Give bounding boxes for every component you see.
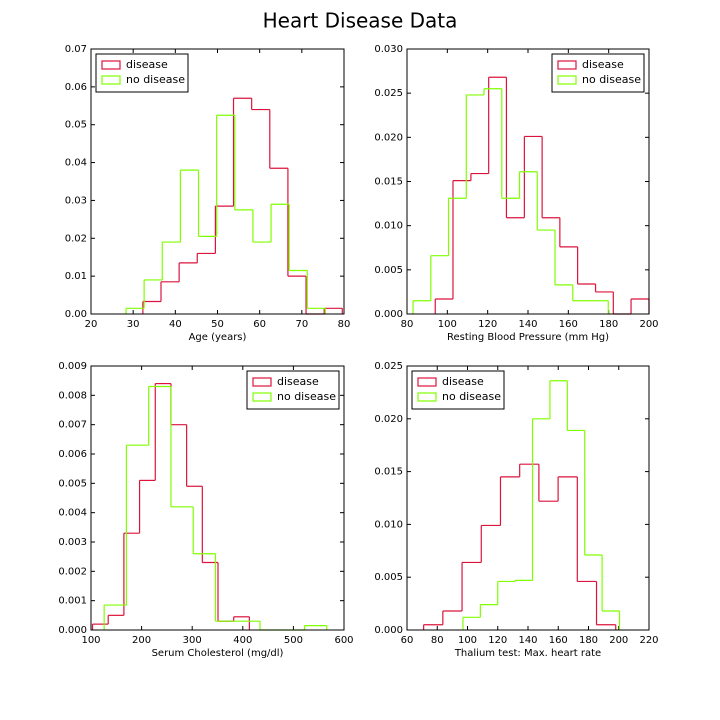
figure-title: Heart Disease Data [263,9,458,33]
y-tick-label: 0.006 [58,449,87,460]
x-tick-label: 30 [127,319,140,330]
y-tick-label: 0.003 [58,537,87,548]
plot-frame [90,48,345,315]
y-tick-label: 0.025 [374,88,403,99]
y-tick-label: 0.030 [374,44,403,55]
x-tick-label: 140 [518,319,537,330]
y-tick-label: 0.000 [58,625,87,636]
x-tick-label: 220 [639,635,658,646]
x-tick-label: 120 [488,635,507,646]
y-tick-label: 0.06 [65,82,87,93]
y-tick-label: 0.005 [58,478,87,489]
legend-swatch [417,377,437,387]
y-tick-label: 0.00 [65,309,87,320]
subplot: 100 200 300 400 500 600 0.000 0.001 0.002 0.003 0.… [58,361,353,659]
x-axis-label: Age (years) [189,332,247,343]
legend-swatch [417,392,437,402]
legend-label: no disease [582,73,641,86]
x-tick-label: 80 [338,319,351,330]
y-tick-label: 0.020 [374,414,403,425]
x-tick-label: 300 [183,635,202,646]
x-tick-label: 100 [458,635,477,646]
x-tick-label: 50 [211,319,224,330]
y-tick-label: 0.010 [374,519,403,530]
x-tick-label: 180 [579,635,598,646]
legend-swatch [557,60,577,70]
legend-label: no disease [277,390,336,403]
y-tick-label: 0.001 [58,596,87,607]
y-tick-label: 0.015 [374,467,403,478]
x-tick-label: 40 [169,319,182,330]
x-tick-label: 160 [559,319,578,330]
legend-label: disease [277,375,319,388]
legend-swatch [252,377,272,387]
legend-swatch [252,392,272,402]
x-tick-label: 70 [295,319,308,330]
legend-box [95,53,189,93]
x-tick-label: 160 [549,635,568,646]
plot-frame [90,365,345,631]
legend-box [551,53,645,93]
legend-label: no disease [442,390,501,403]
plot-frame [406,48,650,315]
legend-label: disease [582,58,624,71]
y-tick-label: 0.010 [374,221,403,232]
y-tick-label: 0.000 [374,309,403,320]
y-tick-label: 0.009 [58,361,87,372]
legend-label: disease [442,375,484,388]
x-tick-label: 120 [478,319,497,330]
x-tick-label: 80 [401,319,414,330]
legend-swatch [557,75,577,85]
y-tick-label: 0.02 [65,233,87,244]
legend-label: disease [126,58,168,71]
x-tick-label: 500 [284,635,303,646]
x-tick-label: 200 [609,635,628,646]
y-tick-label: 0.000 [374,625,403,636]
y-tick-label: 0.004 [58,508,87,519]
x-tick-label: 140 [518,635,537,646]
subplot: 80 100 120 140 160 180 200 0.000 0.005 0.010 0.015… [374,44,658,343]
y-tick-label: 0.020 [374,132,403,143]
y-tick-label: 0.03 [65,195,87,206]
x-tick-label: 200 [639,319,658,330]
x-tick-label: 600 [334,635,353,646]
y-tick-label: 0.007 [58,420,87,431]
legend-swatch [101,75,121,85]
x-tick-label: 60 [401,635,414,646]
x-tick-label: 180 [599,319,618,330]
y-tick-label: 0.07 [65,44,87,55]
legend-box [246,370,340,410]
y-tick-label: 0.002 [58,566,87,577]
x-tick-label: 100 [438,319,457,330]
y-tick-label: 0.015 [374,177,403,188]
legend-swatch [101,60,121,70]
x-tick-label: 400 [233,635,252,646]
y-tick-label: 0.008 [58,390,87,401]
x-tick-label: 200 [132,635,151,646]
x-tick-label: 20 [85,319,98,330]
x-tick-label: 80 [431,635,444,646]
x-tick-label: 100 [81,635,100,646]
y-tick-label: 0.04 [65,158,87,169]
x-axis-label: Resting Blood Pressure (mm Hg) [447,332,609,343]
x-axis-label: Serum Cholesterol (mg/dl) [152,648,284,659]
legend-box [411,370,505,410]
plot-frame [406,365,650,631]
y-tick-label: 0.025 [374,361,403,372]
y-tick-label: 0.01 [65,271,87,282]
y-tick-label: 0.005 [374,572,403,583]
y-tick-label: 0.005 [374,265,403,276]
x-tick-label: 60 [253,319,266,330]
y-tick-label: 0.05 [65,120,87,131]
x-axis-label: Thalium test: Max. heart rate [454,648,601,659]
subplot: 20 30 40 50 60 70 80 0.00 0.01 0.02 0.03 0.04 0.05 0.… [65,44,351,343]
subplot: 60 80 100 120 140 160 180 200 220 0.000 0.005 0.010… [374,361,658,659]
legend-label: no disease [126,73,185,86]
